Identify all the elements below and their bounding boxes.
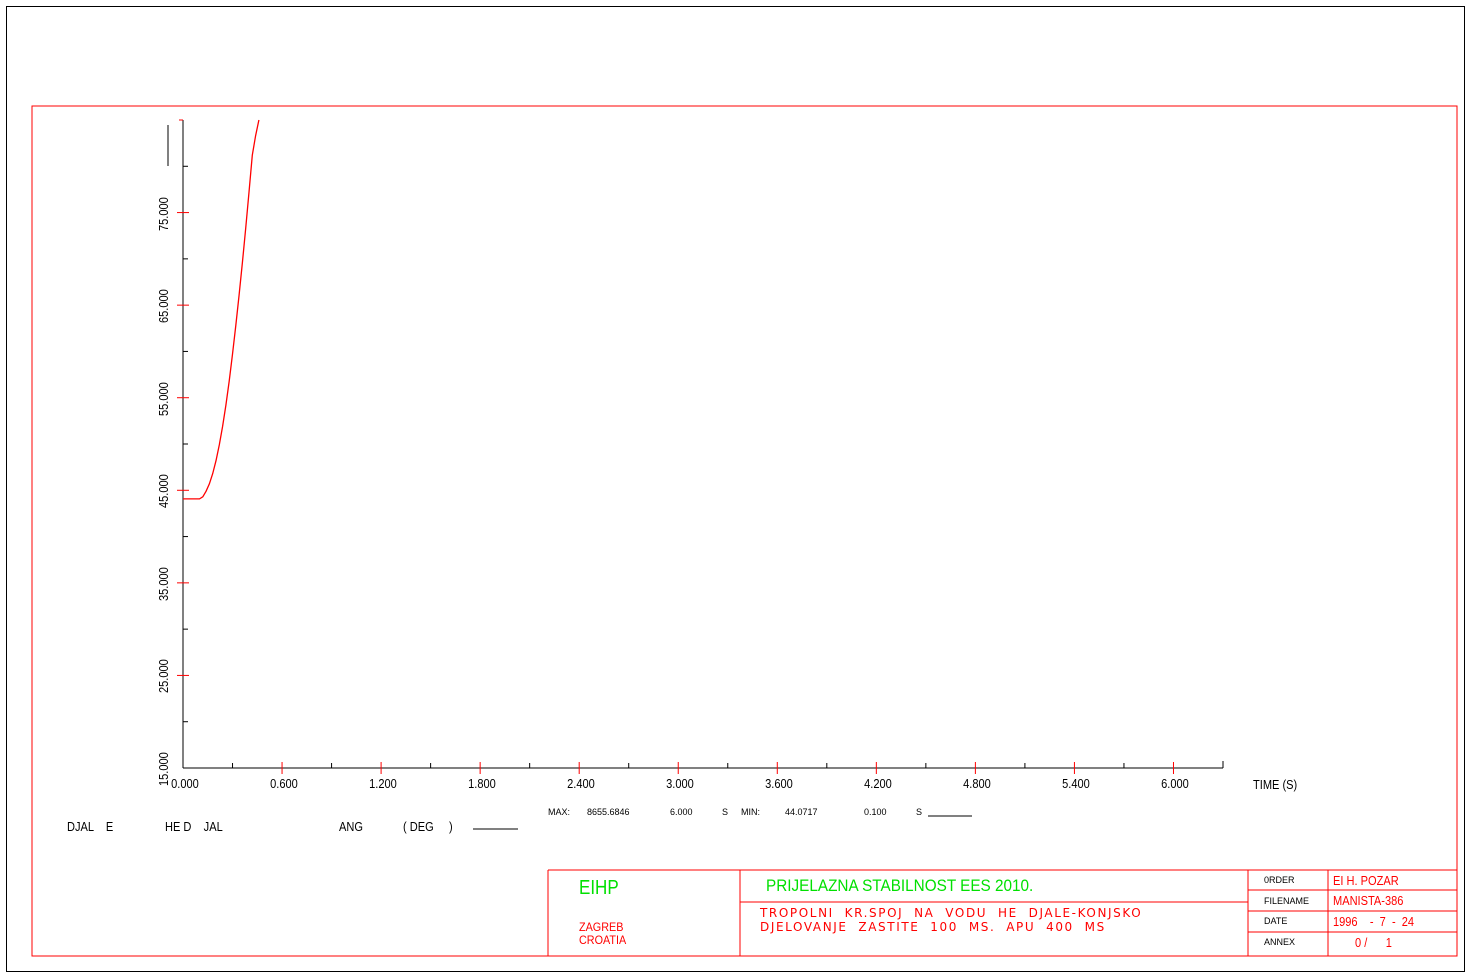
series-line-0	[183, 119, 260, 500]
legend-var1: DJAL E	[67, 819, 114, 834]
stats-min-unit: S	[916, 807, 923, 817]
x-tick-label: 1.200	[369, 776, 397, 791]
stats-max-unit: S	[722, 807, 729, 817]
institute-logo-text: EIHP	[579, 877, 619, 899]
stats-min-label: MIN:	[741, 807, 760, 817]
y-tick-label: 35.000	[156, 567, 171, 601]
x-axis-label: TIME (S)	[1253, 777, 1298, 792]
legend-var2: HE D JAL	[165, 819, 223, 834]
y-tick-label: 25.000	[156, 659, 171, 694]
x-tick-label: 4.800	[963, 776, 992, 791]
filename-label: FILENAME	[1264, 896, 1310, 906]
drawing-title: PRIJELAZNA STABILNOST EES 2010.	[766, 876, 1034, 895]
x-tick-label: 6.000	[1161, 776, 1190, 791]
title-block-lines	[547, 869, 1457, 956]
stats-max-value: 8655.6846	[587, 807, 630, 817]
y-tick-label: 55.000	[156, 381, 171, 416]
date-value: 1996 - 7 - 24	[1333, 914, 1415, 929]
x-tick-label: 2.400	[567, 776, 596, 791]
x-tick-label: 3.000	[666, 776, 695, 791]
country-text: CROATIA	[579, 933, 627, 947]
annex-value: 0 / 1	[1355, 935, 1392, 950]
stats-min-time: 0.100	[864, 807, 887, 817]
stats-min-value: 44.0717	[785, 807, 818, 817]
ticks	[177, 165, 1174, 774]
plot-frame	[31, 105, 1458, 957]
y-tick-label: 75.000	[156, 196, 171, 231]
x-tick-label: 5.400	[1062, 776, 1091, 791]
filename-value: MANISTA-386	[1333, 893, 1404, 908]
legend-unit: ( DEG )	[403, 819, 453, 834]
y-tick-label: 45.000	[156, 474, 171, 509]
axes	[179, 119, 1224, 769]
x-tick-label: 3.600	[765, 776, 794, 791]
description-line1: TROPOLNI KR.SPOJ NA VODU HE DJALE-KONJSK…	[760, 906, 1143, 920]
description-line2: DJELOVANJE ZASTITE 100 MS. APU 400 MS	[760, 920, 1106, 934]
x-tick-label: 1.800	[468, 776, 496, 791]
curve-layer	[183, 119, 260, 500]
y-tick-label: 65.000	[156, 289, 171, 324]
annex-label: ANNEX	[1264, 937, 1296, 947]
x-tick-label: 0.000	[171, 776, 199, 791]
x-tick-label: 4.200	[864, 776, 893, 791]
page-border	[6, 6, 1465, 972]
stats-max-time: 6.000	[670, 807, 693, 817]
date-label: DATE	[1264, 916, 1288, 926]
order-label: 0RDER	[1264, 875, 1295, 885]
y-tick-label: 15.000	[156, 752, 171, 786]
stats-max-label: MAX:	[548, 807, 571, 817]
x-tick-label: 0.600	[270, 776, 298, 791]
order-value: EI H. POZAR	[1333, 873, 1399, 888]
legend-quantity: ANG	[339, 819, 363, 834]
city-text: ZAGREB	[579, 920, 624, 934]
